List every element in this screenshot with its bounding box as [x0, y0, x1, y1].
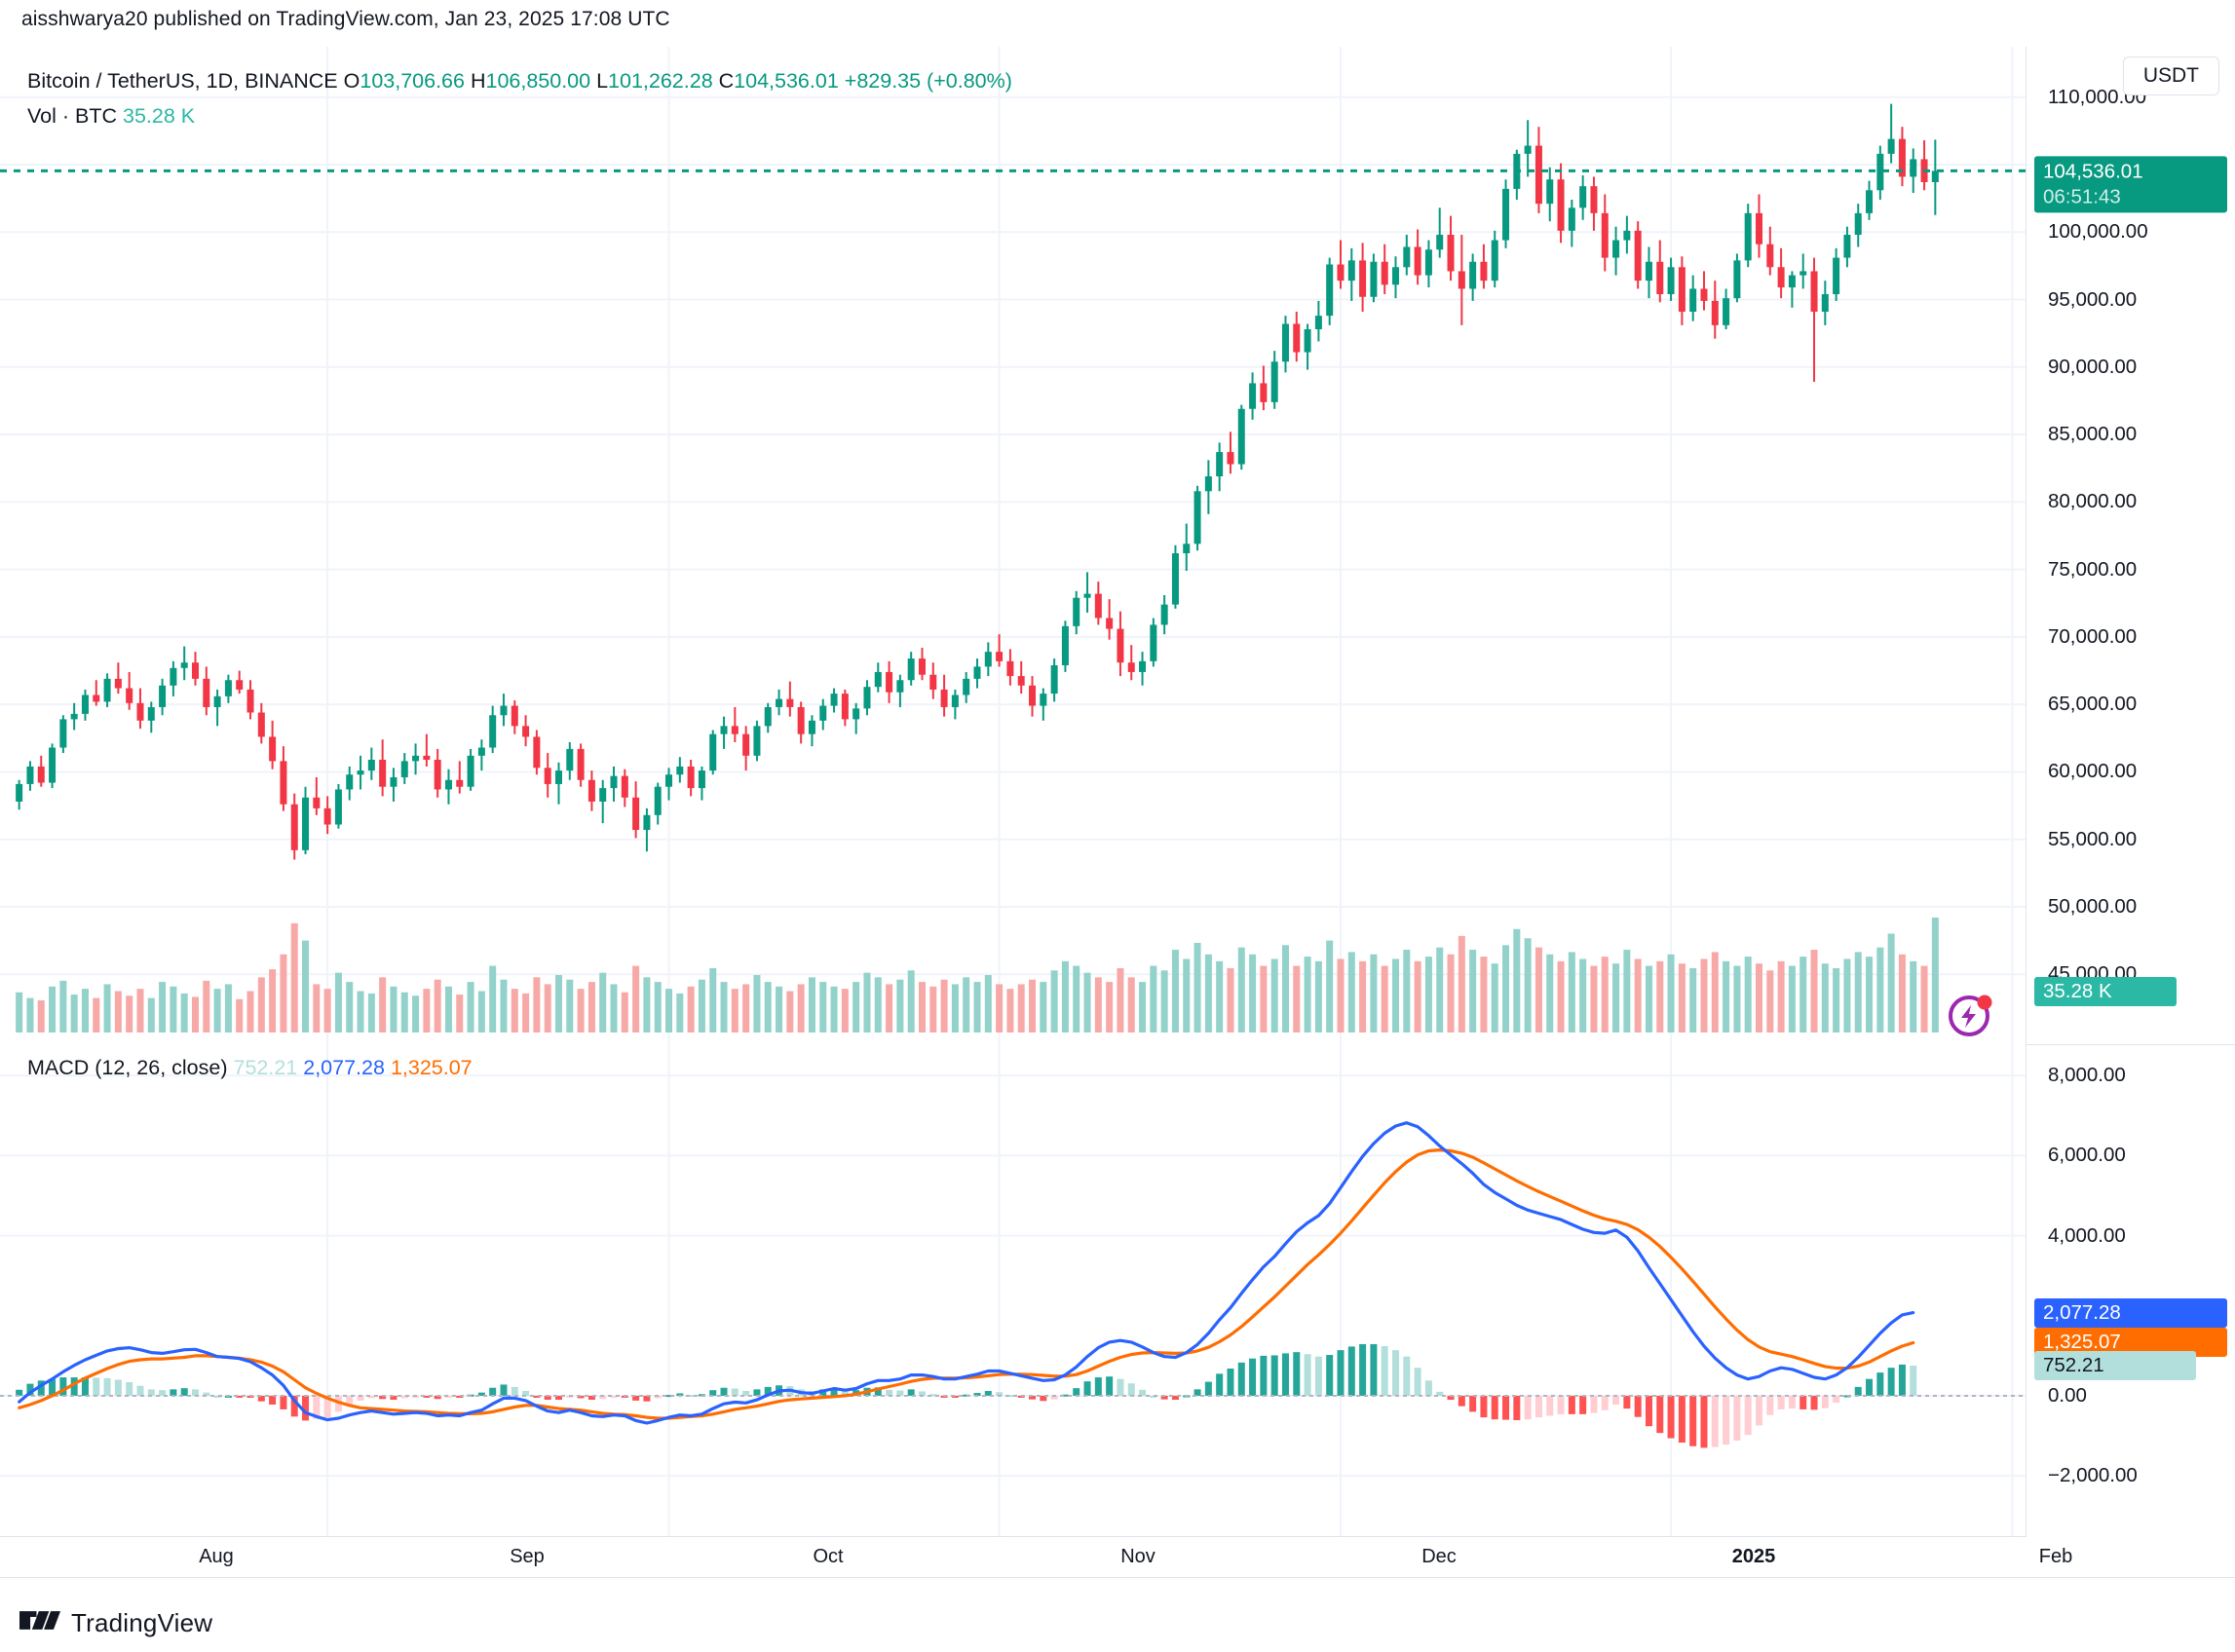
axis-separator	[2027, 1044, 2235, 1045]
high-label: H	[470, 69, 486, 93]
macd-signal-value: 1,325.07	[390, 1056, 473, 1079]
macd-plot	[0, 1050, 2027, 1537]
price-plot	[0, 47, 2027, 1050]
price-axis-label: 100,000.00	[2048, 220, 2148, 244]
tradingview-footer[interactable]: TradingView	[19, 1608, 212, 1638]
macd-axis-label: 0.00	[2048, 1383, 2087, 1407]
current-price-value: 104,536.01	[2043, 160, 2143, 183]
lightning-alert-icon[interactable]	[1945, 986, 1999, 1040]
volume-badge[interactable]: 35.28 K	[2034, 977, 2177, 1006]
price-axis-label: 90,000.00	[2048, 355, 2138, 378]
macd-histogram-badge[interactable]: 752.21	[2034, 1351, 2196, 1381]
price-axis-label: 50,000.00	[2048, 895, 2138, 918]
volume-value: 35.28 K	[122, 104, 196, 129]
time-axis-label: Sep	[510, 1546, 545, 1567]
time-axis-label: Nov	[1120, 1546, 1155, 1567]
price-axis-label: 65,000.00	[2048, 693, 2138, 716]
price-axis[interactable]: 110,000.00 100,000.00 95,000.00 90,000.00 85…	[2026, 47, 2235, 1537]
price-axis-label: 70,000.00	[2048, 624, 2138, 648]
volume-label: Vol · BTC	[27, 104, 117, 129]
close-label: C	[718, 69, 735, 93]
bar-countdown: 06:51:43	[2043, 185, 2121, 208]
open-value: 103,706.66	[360, 69, 465, 93]
axis-bottom-divider	[0, 1577, 2235, 1578]
tradingview-logo-icon	[19, 1610, 60, 1630]
price-axis-label: 95,000.00	[2048, 287, 2138, 311]
price-axis-label: 110,000.00	[2048, 85, 2147, 108]
macd-histogram-value: 752.21	[233, 1056, 298, 1079]
price-axis-label: 60,000.00	[2048, 760, 2138, 783]
open-label: O	[343, 69, 360, 93]
high-value: 106,850.00	[485, 69, 591, 93]
time-axis[interactable]: Aug Sep Oct Nov Dec 2025 Feb	[0, 1536, 2072, 1578]
macd-axis-label: 6,000.00	[2048, 1144, 2126, 1167]
macd-pane[interactable]	[0, 1050, 2027, 1537]
macd-axis-label: 8,000.00	[2048, 1064, 2126, 1087]
low-value: 101,262.28	[608, 69, 713, 93]
macd-axis-label: 4,000.00	[2048, 1223, 2126, 1247]
macd-line-value: 2,077.28	[303, 1056, 385, 1079]
volume-legend-row[interactable]: Vol · BTC 35.28 K	[27, 101, 1012, 131]
price-axis-label: 55,000.00	[2048, 827, 2138, 850]
time-axis-label: Aug	[199, 1546, 234, 1567]
macd-line-badge[interactable]: 2,077.28	[2034, 1297, 2227, 1328]
symbol-legend-row[interactable]: Bitcoin / TetherUS, 1D, BINANCE O103,706…	[27, 66, 1012, 96]
time-axis-label: Dec	[1421, 1546, 1457, 1567]
attribution-text: aisshwarya20 published on TradingView.co…	[21, 8, 670, 30]
price-axis-label: 85,000.00	[2048, 423, 2138, 446]
current-price-badge[interactable]: 104,536.01 06:51:43	[2034, 156, 2227, 213]
change-value: +829.35 (+0.80%)	[844, 69, 1012, 93]
price-axis-label: 75,000.00	[2048, 557, 2138, 581]
tradingview-brand: TradingView	[71, 1608, 213, 1637]
time-axis-label: Feb	[2038, 1546, 2073, 1567]
low-label: L	[596, 69, 609, 93]
price-legend: Bitcoin / TetherUS, 1D, BINANCE O103,706…	[27, 66, 1012, 131]
time-axis-label: 2025	[1731, 1546, 1776, 1567]
close-value: 104,536.01	[734, 69, 839, 93]
macd-axis-label: −2,000.00	[2048, 1464, 2138, 1487]
macd-label: MACD (12, 26, close)	[27, 1056, 228, 1079]
macd-legend[interactable]: MACD (12, 26, close) 752.21 2,077.28 1,3…	[27, 1053, 473, 1083]
price-axis-label: 80,000.00	[2048, 490, 2138, 513]
price-pane[interactable]	[0, 47, 2027, 1050]
currency-chip[interactable]: USDT	[2122, 56, 2219, 95]
symbol-title: Bitcoin / TetherUS, 1D, BINANCE	[27, 69, 338, 93]
time-axis-label: Oct	[813, 1546, 844, 1567]
